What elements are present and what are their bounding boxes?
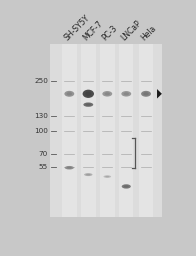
Ellipse shape [67, 167, 72, 169]
Bar [62, 44, 76, 217]
Ellipse shape [122, 184, 131, 189]
Text: PC-3: PC-3 [100, 24, 119, 42]
Text: MCF-7: MCF-7 [81, 19, 104, 42]
Ellipse shape [123, 92, 129, 95]
Ellipse shape [67, 92, 72, 95]
Ellipse shape [83, 90, 94, 98]
Ellipse shape [121, 91, 131, 97]
Text: 100: 100 [34, 128, 48, 134]
Ellipse shape [143, 92, 149, 95]
Ellipse shape [85, 92, 91, 96]
Text: LNCaP: LNCaP [119, 19, 143, 42]
Ellipse shape [141, 91, 151, 97]
Polygon shape [157, 89, 162, 99]
Bar [139, 44, 153, 217]
Bar [50, 44, 162, 217]
Bar [81, 44, 95, 217]
Text: 250: 250 [34, 78, 48, 84]
Ellipse shape [124, 185, 129, 188]
Text: 130: 130 [34, 113, 48, 120]
Ellipse shape [86, 174, 91, 175]
Text: Hela: Hela [139, 24, 158, 42]
Ellipse shape [65, 166, 74, 169]
Ellipse shape [86, 103, 91, 106]
Ellipse shape [102, 91, 112, 97]
Text: 55: 55 [39, 164, 48, 170]
Bar [119, 44, 133, 217]
Ellipse shape [84, 173, 93, 176]
Ellipse shape [103, 175, 111, 178]
Text: 70: 70 [39, 151, 48, 157]
Ellipse shape [105, 92, 110, 95]
Ellipse shape [64, 91, 74, 97]
Ellipse shape [105, 176, 109, 177]
Bar [100, 44, 114, 217]
Text: SH-SY5Y: SH-SY5Y [62, 14, 91, 42]
Ellipse shape [83, 102, 93, 107]
